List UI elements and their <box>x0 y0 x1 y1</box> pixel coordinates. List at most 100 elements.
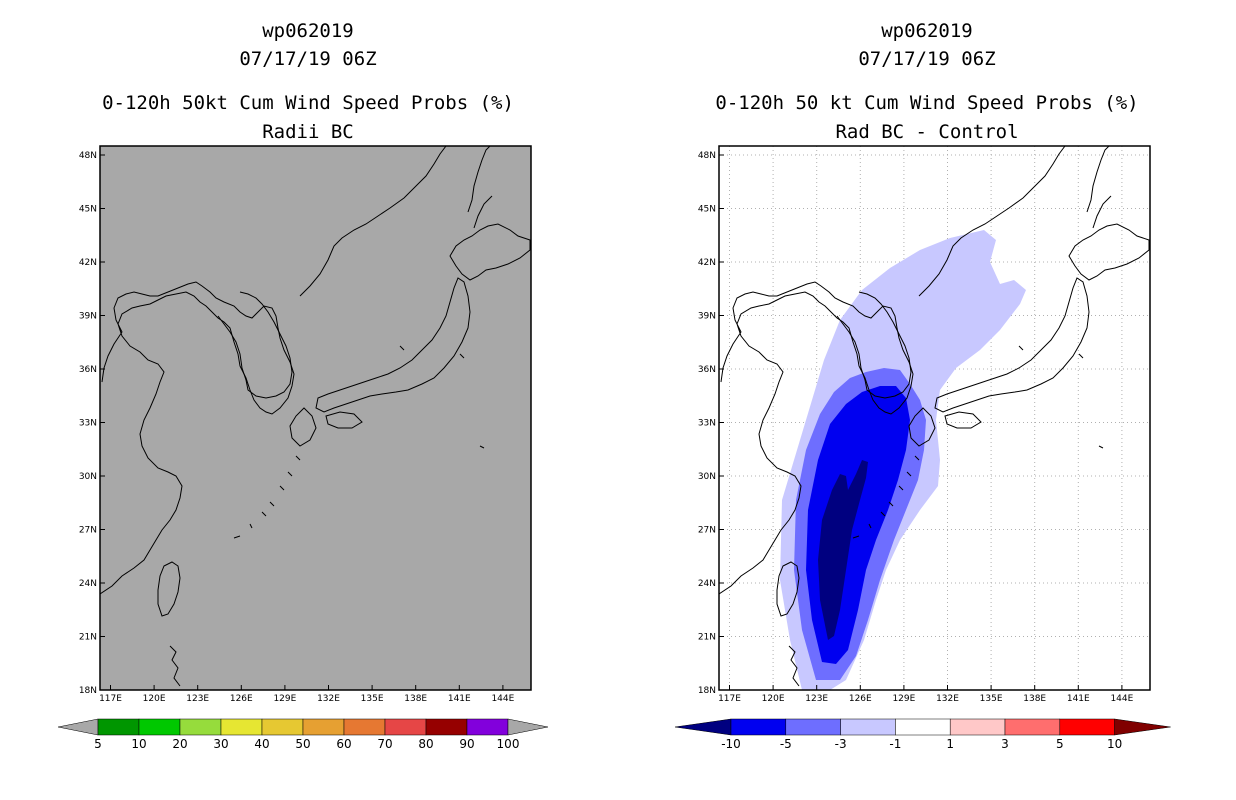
colorbar-swatch <box>840 718 896 736</box>
left-title: 0-120h 50kt Cum Wind Speed Probs (%) <box>102 92 514 114</box>
lon-tick-label: 135E <box>361 694 384 704</box>
lat-tick-label: 39N <box>698 312 716 322</box>
lon-tick-label: 138E <box>1023 694 1046 704</box>
left-axis-ticks: 117E 120E 123E 126E 129E 132E 135E 138E 141E 144E… <box>79 151 515 704</box>
left-colorbar: 5 10 20 30 40 50 60 70 80 90 100 <box>57 718 549 751</box>
contour-dark <box>818 460 868 640</box>
lon-tick-label: 141E <box>1067 694 1090 704</box>
lat-tick-label: 42N <box>79 258 97 268</box>
colorbar-label: -1 <box>889 737 901 751</box>
colorbar-swatch <box>895 718 951 736</box>
lon-tick-label: 132E <box>317 694 340 704</box>
lon-tick-label: 135E <box>980 694 1003 704</box>
lat-tick-label: 21N <box>79 633 97 643</box>
lon-tick-label: 123E <box>805 694 828 704</box>
colorbar-label: 60 <box>336 737 351 751</box>
left-map: 117E 120E 123E 126E 129E 132E 135E 138E 141E 144E… <box>79 145 532 704</box>
lon-tick-label: 129E <box>273 694 296 704</box>
lat-tick-label: 36N <box>698 365 716 375</box>
lat-tick-label: 24N <box>698 579 716 589</box>
colorbar-swatch <box>466 718 509 736</box>
lat-tick-label: 30N <box>698 472 716 482</box>
colorbar-swatch <box>97 718 140 736</box>
lat-tick-label: 30N <box>79 472 97 482</box>
colorbar-extension-low <box>57 718 99 736</box>
lat-tick-label: 36N <box>79 365 97 375</box>
lat-tick-label: 24N <box>79 579 97 589</box>
left-subtitle: Radii BC <box>262 121 354 143</box>
lon-tick-label: 144E <box>1110 694 1133 704</box>
colorbar-extension-low <box>674 718 732 736</box>
colorbar-label: 90 <box>459 737 474 751</box>
colorbar-label: 80 <box>418 737 433 751</box>
lat-tick-label: 48N <box>79 151 97 161</box>
lat-tick-label: 27N <box>79 526 97 536</box>
right-map-frame <box>718 145 1151 691</box>
right-storm-id: wp062019 <box>881 20 973 42</box>
colorbar-label: 5 <box>1056 737 1064 751</box>
colorbar-label: -5 <box>780 737 792 751</box>
colorbar-swatch <box>384 718 427 736</box>
colorbar-label: 10 <box>1107 737 1122 751</box>
colorbar-swatch <box>730 718 787 736</box>
colorbar-swatch <box>1059 718 1115 736</box>
lat-tick-label: 45N <box>79 205 97 215</box>
colorbar-label: 20 <box>172 737 187 751</box>
lat-tick-label: 39N <box>79 312 97 322</box>
right-datetime: 07/17/19 06Z <box>858 48 996 70</box>
right-subtitle: Rad BC - Control <box>835 121 1019 143</box>
colorbar-label: 40 <box>254 737 269 751</box>
colorbar-label: 10 <box>131 737 146 751</box>
colorbar-swatch <box>343 718 386 736</box>
colorbar-extension-high <box>507 718 549 736</box>
lat-tick-label: 18N <box>698 686 716 696</box>
colorbar-label: 3 <box>1001 737 1009 751</box>
colorbar-extension-high <box>1114 718 1171 736</box>
colorbar-swatch <box>302 718 345 736</box>
colorbar-label: 1 <box>946 737 954 751</box>
colorbar-label: -10 <box>721 737 741 751</box>
colorbar-label: 100 <box>497 737 520 751</box>
lat-tick-label: 48N <box>698 151 716 161</box>
colorbar-label: 50 <box>295 737 310 751</box>
lat-tick-label: 18N <box>79 686 97 696</box>
lon-tick-label: 138E <box>404 694 427 704</box>
colorbar-swatch <box>220 718 263 736</box>
colorbar-label: -3 <box>835 737 847 751</box>
right-difference-contours <box>780 230 1026 690</box>
right-colorbar: -10 -5 -3 -1 1 3 5 10 <box>674 718 1171 751</box>
lon-tick-label: 120E <box>762 694 785 704</box>
colorbar-swatch <box>785 718 841 736</box>
lon-tick-label: 141E <box>448 694 471 704</box>
left-datetime: 07/17/19 06Z <box>239 48 377 70</box>
lon-tick-label: 117E <box>99 694 122 704</box>
colorbar-swatch <box>949 718 1006 736</box>
colorbar-swatch <box>1004 718 1061 736</box>
left-map-frame <box>99 145 532 691</box>
right-title: 0-120h 50 kt Cum Wind Speed Probs (%) <box>715 92 1139 114</box>
left-map-background <box>100 146 531 690</box>
colorbar-swatch <box>138 718 181 736</box>
lon-tick-label: 144E <box>491 694 514 704</box>
colorbar-swatch <box>179 718 222 736</box>
lon-tick-label: 120E <box>143 694 166 704</box>
right-map: 117E 120E 123E 126E 129E 132E 135E 138E 141E 144E… <box>698 145 1151 704</box>
colorbar-label: 70 <box>377 737 392 751</box>
lat-tick-label: 33N <box>79 419 97 429</box>
colorbar-label: 5 <box>94 737 102 751</box>
colorbar-label: 30 <box>213 737 228 751</box>
lat-tick-label: 27N <box>698 526 716 536</box>
lat-tick-label: 42N <box>698 258 716 268</box>
right-axis-ticks: 117E 120E 123E 126E 129E 132E 135E 138E 141E 144E… <box>698 151 1134 704</box>
lon-tick-label: 117E <box>718 694 741 704</box>
lon-tick-label: 126E <box>230 694 253 704</box>
lon-tick-label: 123E <box>186 694 209 704</box>
lon-tick-label: 129E <box>892 694 915 704</box>
lat-tick-label: 33N <box>698 419 716 429</box>
lat-tick-label: 21N <box>698 633 716 643</box>
lat-tick-label: 45N <box>698 205 716 215</box>
colorbar-swatch <box>425 718 468 736</box>
left-storm-id: wp062019 <box>262 20 354 42</box>
colorbar-swatch <box>261 718 304 736</box>
